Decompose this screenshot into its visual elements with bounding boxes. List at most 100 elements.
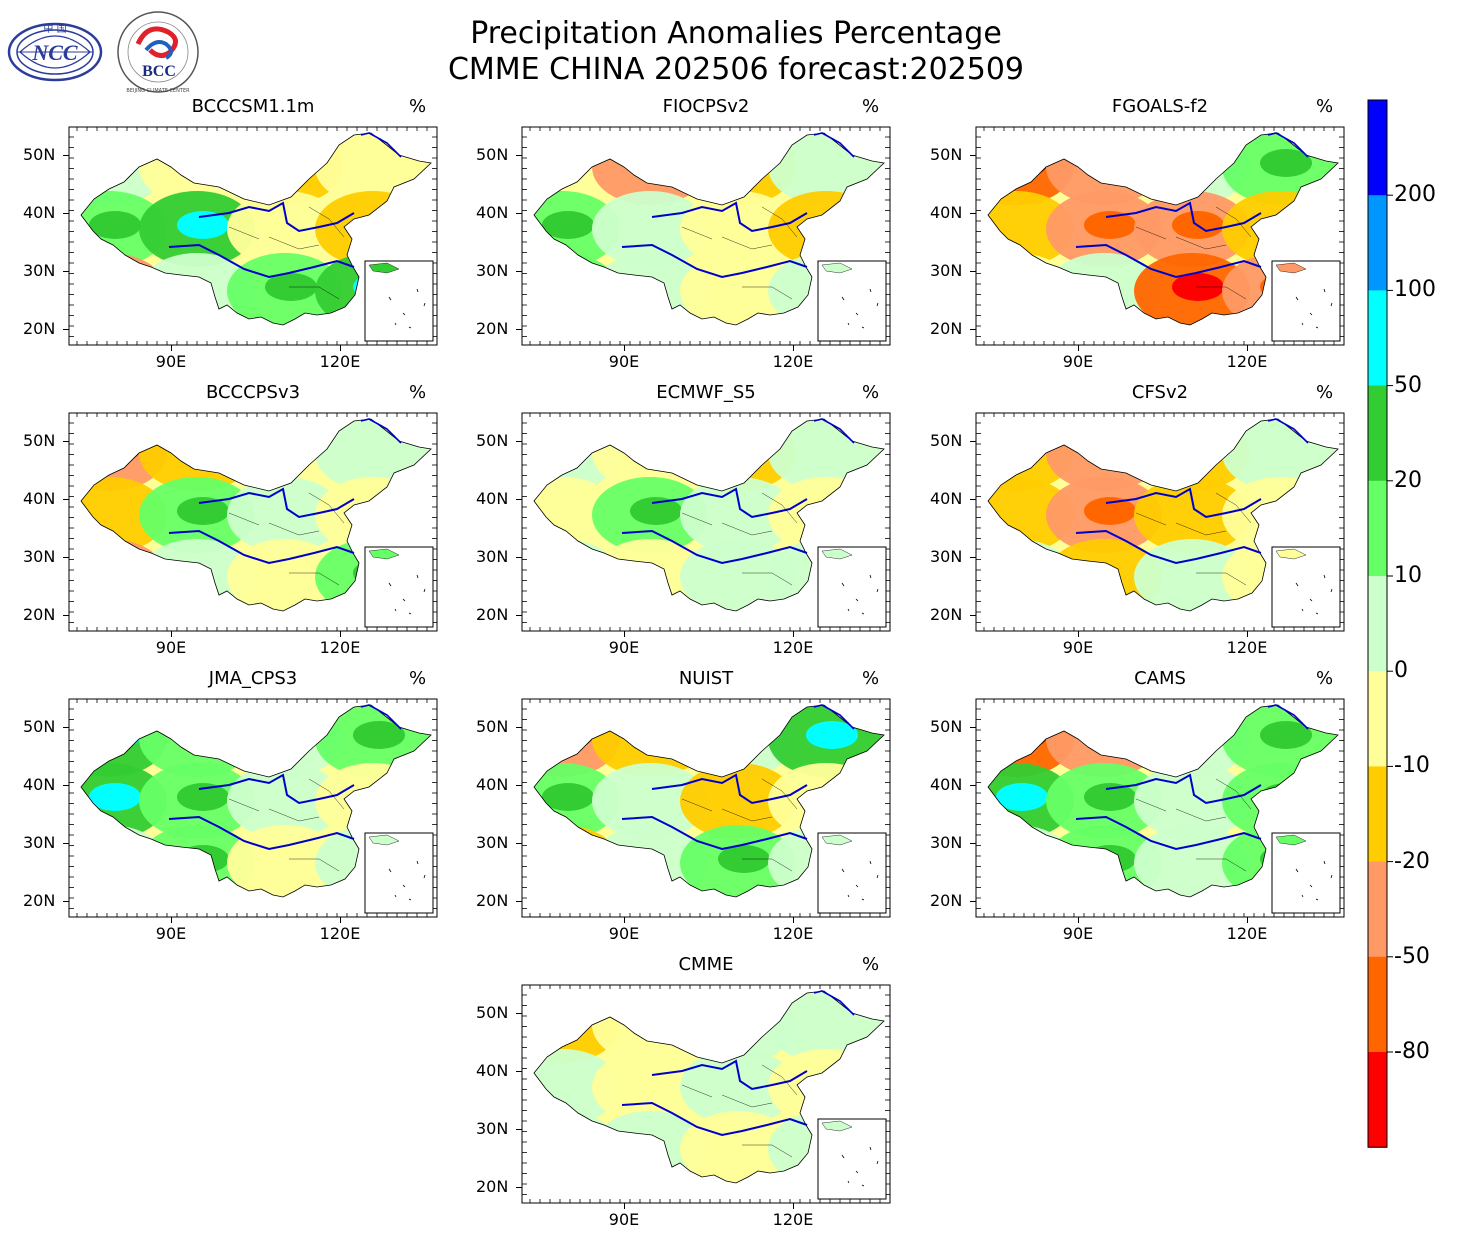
panel-map	[521, 698, 891, 918]
x-tick-mark	[1078, 631, 1079, 637]
panel-title: CFSv2	[1131, 382, 1189, 403]
y-tick-mark	[63, 499, 69, 500]
y-tick-mark	[63, 329, 69, 330]
x-tick-mark	[624, 917, 625, 923]
panel-map	[975, 412, 1345, 632]
y-tick-label: 20N	[930, 319, 963, 338]
colorbar-label: -80	[1394, 1039, 1430, 1064]
x-tick-mark	[1078, 917, 1079, 923]
y-tick-label: 40N	[930, 203, 963, 222]
x-tick-label: 90E	[608, 1210, 640, 1229]
colorbar-label: 20	[1394, 467, 1422, 493]
colorbar-segment	[1368, 480, 1387, 577]
colorbar-label: 0	[1394, 658, 1408, 684]
y-tick-mark	[970, 329, 976, 330]
colorbar-segment	[1368, 195, 1387, 291]
y-tick-label: 40N	[930, 489, 963, 508]
y-tick-mark	[516, 785, 522, 786]
colorbar-segment	[1368, 861, 1387, 958]
y-tick-mark	[63, 557, 69, 558]
y-tick-label: 50N	[476, 431, 509, 450]
colorbar-segment	[1368, 290, 1387, 387]
colorbar-segment	[1368, 956, 1387, 1053]
y-tick-label: 30N	[23, 547, 56, 566]
y-tick-mark	[516, 271, 522, 272]
y-tick-label: 20N	[476, 1177, 509, 1196]
panel-map	[68, 412, 438, 632]
ncc-logo: NCC 中 国	[7, 22, 103, 82]
colorbar-segment	[1368, 671, 1387, 767]
y-tick-mark	[970, 155, 976, 156]
colorbar-label: -10	[1394, 753, 1430, 779]
y-tick-label: 30N	[476, 261, 509, 280]
x-tick-label: 90E	[155, 352, 187, 371]
x-tick-label: 90E	[608, 924, 640, 943]
y-tick-mark	[63, 901, 69, 902]
y-tick-label: 30N	[23, 833, 56, 852]
panel-map	[68, 126, 438, 346]
colorbar-segment	[1368, 766, 1387, 863]
panel-unit: %	[862, 382, 880, 403]
panel-map	[68, 698, 438, 918]
panel-unit: %	[1316, 96, 1334, 117]
y-tick-label: 20N	[23, 319, 56, 338]
x-tick-mark	[1247, 631, 1248, 637]
x-tick-mark	[340, 917, 341, 923]
y-tick-mark	[63, 785, 69, 786]
panel-title: ECMWF_S5	[656, 382, 756, 403]
x-tick-label: 90E	[1062, 924, 1094, 943]
y-tick-mark	[516, 499, 522, 500]
y-tick-mark	[516, 329, 522, 330]
x-tick-mark	[1247, 345, 1248, 351]
y-tick-mark	[516, 1187, 522, 1188]
x-tick-mark	[171, 345, 172, 351]
panel-title: NUIST	[678, 668, 734, 689]
panel-title: FGOALS-f2	[1111, 96, 1209, 117]
x-tick-mark	[793, 631, 794, 637]
y-tick-label: 30N	[930, 547, 963, 566]
colorbar-segment	[1368, 100, 1387, 196]
y-tick-label: 40N	[476, 775, 509, 794]
y-tick-label: 40N	[476, 489, 509, 508]
y-tick-label: 30N	[476, 833, 509, 852]
x-tick-mark	[1247, 917, 1248, 923]
y-tick-label: 50N	[930, 431, 963, 450]
x-tick-mark	[171, 631, 172, 637]
figure-title-line1: Precipitation Anomalies Percentage	[470, 16, 1002, 51]
bcc-logo-ring: BEIJING CLIMATE CENTER	[126, 88, 190, 94]
colorbar-label: 10	[1394, 563, 1422, 588]
y-tick-label: 30N	[476, 1119, 509, 1138]
y-tick-mark	[516, 557, 522, 558]
panel-unit: %	[1316, 668, 1334, 689]
y-tick-label: 20N	[476, 319, 509, 338]
panel-map	[521, 412, 891, 632]
panel-title: BCCCSM1.1m	[191, 96, 315, 117]
y-tick-mark	[516, 441, 522, 442]
panel-unit: %	[862, 954, 880, 975]
x-tick-label: 120E	[319, 638, 361, 657]
y-tick-mark	[516, 213, 522, 214]
x-tick-label: 90E	[1062, 638, 1094, 657]
y-tick-mark	[970, 615, 976, 616]
x-tick-label: 120E	[1226, 638, 1268, 657]
x-tick-mark	[793, 917, 794, 923]
y-tick-label: 20N	[476, 605, 509, 624]
y-tick-mark	[970, 901, 976, 902]
y-tick-label: 40N	[23, 489, 56, 508]
y-tick-label: 40N	[930, 775, 963, 794]
x-tick-mark	[171, 917, 172, 923]
x-tick-label: 90E	[608, 638, 640, 657]
panel-title: JMA_CPS3	[208, 668, 298, 689]
panel-unit: %	[409, 382, 427, 403]
y-tick-label: 30N	[930, 833, 963, 852]
x-tick-label: 120E	[1226, 352, 1268, 371]
figure-title-line2: CMME CHINA 202506 forecast:202509	[447, 52, 1025, 87]
y-tick-label: 20N	[23, 891, 56, 910]
x-tick-mark	[793, 1203, 794, 1209]
panel-unit: %	[862, 668, 880, 689]
y-tick-label: 30N	[23, 261, 56, 280]
y-tick-mark	[970, 557, 976, 558]
ncc-logo-top: 中 国	[43, 22, 66, 35]
y-tick-mark	[970, 441, 976, 442]
